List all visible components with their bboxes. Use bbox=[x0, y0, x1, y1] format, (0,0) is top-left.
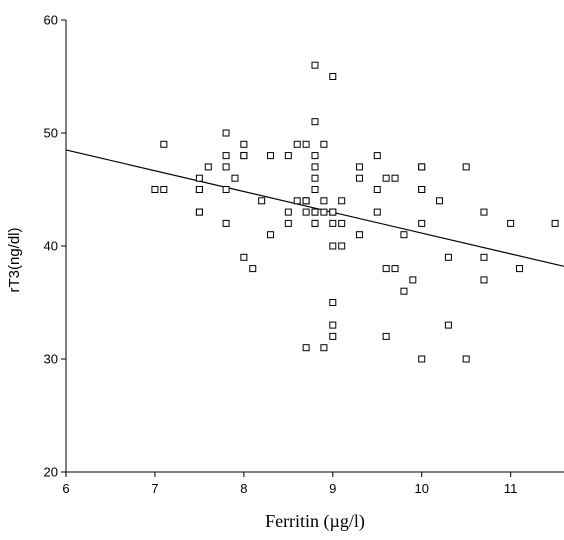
data-point bbox=[195, 208, 203, 216]
data-point bbox=[222, 186, 230, 193]
data-point bbox=[267, 231, 275, 239]
data-point bbox=[267, 152, 275, 160]
y-tick-label: 40 bbox=[44, 239, 58, 254]
data-point bbox=[462, 355, 470, 363]
data-point bbox=[462, 163, 470, 171]
data-point bbox=[302, 140, 310, 148]
data-point bbox=[293, 140, 301, 148]
data-point bbox=[516, 265, 524, 273]
data-point bbox=[507, 219, 515, 227]
y-axis-title: rT3(ng/dl) bbox=[6, 227, 23, 292]
x-tick-label: 7 bbox=[151, 481, 158, 496]
data-point bbox=[338, 219, 346, 227]
plot-area bbox=[65, 61, 564, 363]
data-point bbox=[444, 253, 452, 261]
x-axis-title: Ferritin (µg/l) bbox=[265, 511, 365, 532]
data-point bbox=[355, 163, 363, 171]
data-point bbox=[311, 208, 319, 216]
data-point bbox=[222, 163, 230, 171]
data-point bbox=[418, 219, 426, 227]
y-tick-label: 20 bbox=[44, 465, 58, 480]
trend-line bbox=[65, 149, 564, 267]
data-point bbox=[311, 219, 319, 227]
data-point bbox=[160, 140, 168, 148]
data-point bbox=[373, 186, 381, 193]
data-point bbox=[382, 332, 390, 340]
data-point bbox=[373, 208, 381, 216]
data-point bbox=[355, 174, 363, 182]
data-point bbox=[338, 242, 346, 250]
data-point bbox=[311, 186, 319, 193]
data-point bbox=[436, 197, 443, 205]
x-tick-label: 9 bbox=[329, 481, 336, 496]
data-point bbox=[480, 208, 488, 216]
data-point bbox=[311, 61, 319, 69]
data-point bbox=[373, 152, 381, 160]
data-point bbox=[195, 174, 203, 182]
data-point bbox=[480, 253, 488, 261]
data-point bbox=[320, 140, 328, 148]
data-point bbox=[204, 163, 212, 171]
data-point bbox=[391, 265, 399, 273]
data-point bbox=[284, 208, 292, 216]
data-point bbox=[284, 219, 292, 227]
data-point bbox=[418, 186, 426, 193]
axes: 6 7 8 9 10 11 20 30 40 50 60 bbox=[44, 13, 564, 496]
data-point bbox=[302, 197, 310, 205]
data-point bbox=[329, 242, 337, 250]
data-point bbox=[320, 344, 328, 352]
data-point bbox=[480, 276, 488, 284]
data-point bbox=[302, 208, 310, 216]
data-point bbox=[329, 219, 337, 227]
data-point bbox=[329, 208, 337, 216]
data-point bbox=[418, 355, 426, 363]
data-point bbox=[382, 265, 390, 273]
data-point bbox=[391, 174, 399, 182]
x-tick-label: 6 bbox=[62, 481, 69, 496]
data-point bbox=[400, 287, 408, 295]
data-point bbox=[382, 174, 390, 182]
data-point bbox=[409, 276, 417, 284]
data-point bbox=[195, 186, 203, 193]
data-point bbox=[151, 186, 159, 193]
x-tick-label: 10 bbox=[414, 481, 428, 496]
x-axis-ticks: 6 7 8 9 10 11 bbox=[62, 472, 517, 496]
data-point bbox=[222, 152, 230, 160]
data-point bbox=[329, 73, 337, 80]
data-point bbox=[231, 174, 239, 182]
data-point bbox=[329, 321, 337, 329]
data-point bbox=[418, 163, 426, 171]
data-point bbox=[240, 152, 248, 160]
data-point bbox=[293, 197, 301, 205]
data-point bbox=[311, 174, 319, 182]
y-axis-ticks: 20 30 40 50 60 bbox=[44, 13, 66, 480]
data-point bbox=[311, 118, 319, 126]
data-point bbox=[160, 186, 168, 193]
data-point bbox=[249, 265, 257, 273]
data-point bbox=[551, 219, 559, 227]
data-point bbox=[240, 253, 248, 261]
y-tick-label: 30 bbox=[44, 352, 58, 367]
data-point bbox=[320, 208, 328, 216]
data-point bbox=[240, 140, 248, 148]
data-point bbox=[329, 299, 337, 306]
data-point bbox=[258, 197, 266, 205]
data-point bbox=[311, 163, 319, 171]
data-point bbox=[284, 152, 292, 160]
y-tick-label: 50 bbox=[44, 126, 58, 141]
y-tick-label: 60 bbox=[44, 13, 58, 28]
x-tick-label: 11 bbox=[504, 481, 518, 496]
data-point bbox=[302, 344, 310, 352]
data-point bbox=[329, 332, 337, 340]
data-point bbox=[222, 219, 230, 227]
data-point bbox=[311, 152, 319, 160]
data-point bbox=[444, 321, 452, 329]
data-point bbox=[320, 197, 328, 205]
data-point bbox=[355, 231, 363, 239]
data-point bbox=[400, 231, 408, 239]
data-point bbox=[338, 197, 346, 205]
x-tick-label: 8 bbox=[240, 481, 247, 496]
data-point bbox=[222, 129, 230, 137]
